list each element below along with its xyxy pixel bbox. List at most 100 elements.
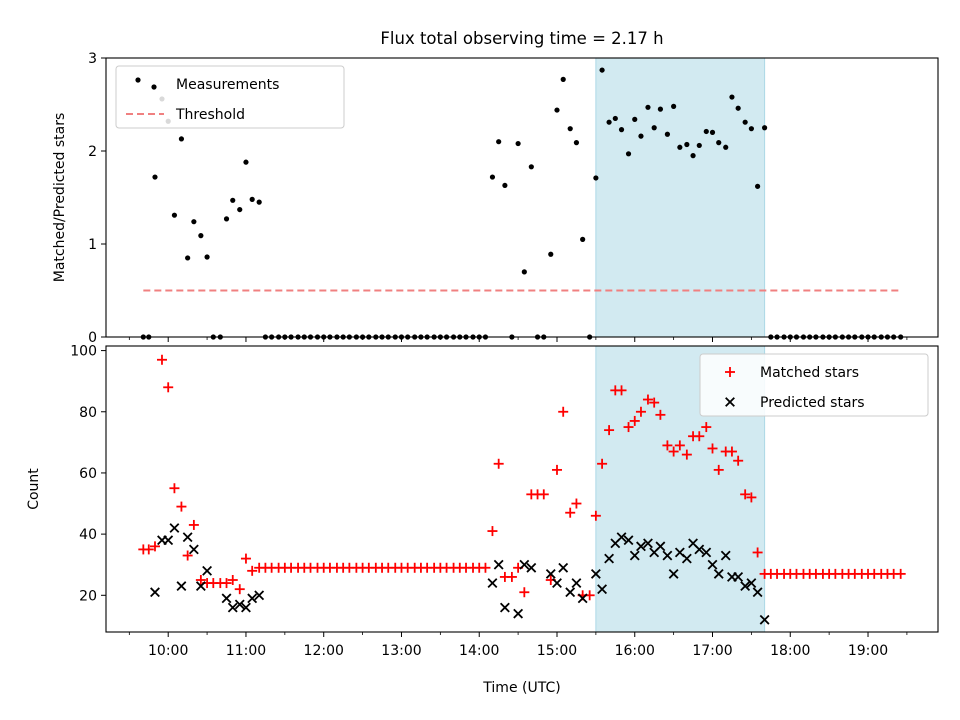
data-point: [740, 581, 751, 592]
y-tick-label: 2: [88, 144, 97, 160]
data-point-d2: [545, 568, 556, 579]
data-point-d2: [604, 553, 615, 564]
data-point: [515, 140, 521, 147]
data-point: [169, 483, 180, 494]
data-point: [590, 568, 601, 579]
data-point: [597, 584, 608, 595]
data-point: [649, 397, 660, 408]
data-point: [480, 562, 491, 573]
x-tick-label: 14:00: [459, 643, 499, 659]
data-point-d2: [195, 581, 206, 592]
data-point: [762, 125, 768, 131]
data-point: [548, 251, 554, 257]
data-point: [733, 572, 744, 582]
data-point: [182, 532, 193, 543]
data-point-d2: [254, 590, 265, 601]
data-point: [558, 406, 569, 417]
data-point: [538, 489, 549, 500]
data-point: [198, 233, 204, 239]
data-point: [254, 590, 265, 601]
y-tick-label: 20: [79, 588, 97, 604]
data-point-d2: [227, 602, 238, 613]
data-point: [169, 523, 180, 533]
data-point: [580, 236, 586, 242]
data-point: [616, 385, 627, 396]
data-point: [221, 593, 232, 604]
y-tick-label: 60: [79, 466, 97, 482]
data-point: [195, 575, 206, 585]
y-tick-label: 0: [88, 330, 97, 346]
data-point: [707, 559, 718, 570]
data-point: [489, 174, 496, 180]
x-tick-label: 10:00: [148, 643, 188, 659]
data-point: [707, 443, 718, 454]
x-tick-label: 17:00: [692, 643, 732, 659]
data-point: [604, 425, 615, 436]
legend-box: [699, 353, 929, 417]
data-point-d2: [176, 581, 187, 592]
data-point: [204, 254, 210, 260]
data-point-d2: [565, 587, 576, 598]
data-point: [612, 115, 618, 122]
y-axis-label: Count: [26, 468, 42, 510]
data-point-d2: [590, 568, 601, 579]
y-tick-label: 1: [88, 237, 97, 253]
legend-marker: [135, 77, 141, 83]
data-point: [237, 206, 243, 213]
data-point: [143, 544, 154, 555]
data-point: [487, 526, 498, 537]
data-point: [526, 562, 537, 573]
data-point-d2: [526, 562, 537, 573]
data-point: [735, 105, 741, 111]
data-point: [149, 541, 160, 552]
data-point: [662, 440, 673, 451]
data-point: [625, 151, 632, 157]
y-tick-label: 3: [88, 51, 97, 67]
legend-marker: [151, 84, 157, 90]
data-point: [655, 409, 666, 420]
data-point-d2: [597, 584, 608, 595]
data-point: [240, 553, 251, 564]
data-point: [227, 602, 238, 613]
legend: Measurements Threshold: [115, 65, 345, 129]
data-point: [713, 464, 724, 475]
data-point: [150, 587, 160, 598]
y-tick-label: 100: [70, 344, 97, 360]
data-point-d2: [655, 541, 666, 552]
data-point: [629, 550, 640, 561]
data-point-d2: [629, 550, 640, 561]
data-point-d2: [558, 562, 569, 573]
data-point: [567, 126, 573, 132]
x-tick-label: 15:00: [537, 643, 577, 659]
legend-label: Predicted stars: [760, 395, 865, 411]
data-point: [638, 133, 644, 139]
legend-marker: [725, 367, 735, 377]
data-point: [701, 422, 712, 433]
data-point: [651, 125, 657, 131]
data-point: [684, 141, 690, 148]
data-point: [752, 547, 763, 558]
data-point: [729, 94, 735, 100]
data-point: [590, 510, 601, 521]
data-point-d2: [247, 593, 258, 604]
bottom-panel: 20 40 60 80 100 10:00 11:00 12:00 13:00 14:00 15:0…: [26, 344, 939, 659]
data-point: [188, 519, 199, 530]
data-point-d2: [707, 559, 718, 570]
data-point: [152, 174, 158, 180]
data-point: [565, 587, 576, 598]
x-tick-label: 18:00: [770, 643, 810, 659]
data-point: [230, 197, 236, 203]
data-point: [554, 107, 560, 113]
data-point: [604, 553, 615, 564]
data-point: [545, 568, 556, 579]
data-point: [249, 196, 255, 202]
data-point-d2: [746, 578, 757, 588]
data-point-d2: [759, 614, 770, 625]
data-point: [195, 581, 206, 592]
data-point-d2: [577, 593, 588, 604]
data-point: [733, 455, 744, 466]
legend-marker-d2: [725, 397, 735, 407]
data-point: [182, 550, 193, 561]
data-point-d2: [688, 538, 699, 549]
